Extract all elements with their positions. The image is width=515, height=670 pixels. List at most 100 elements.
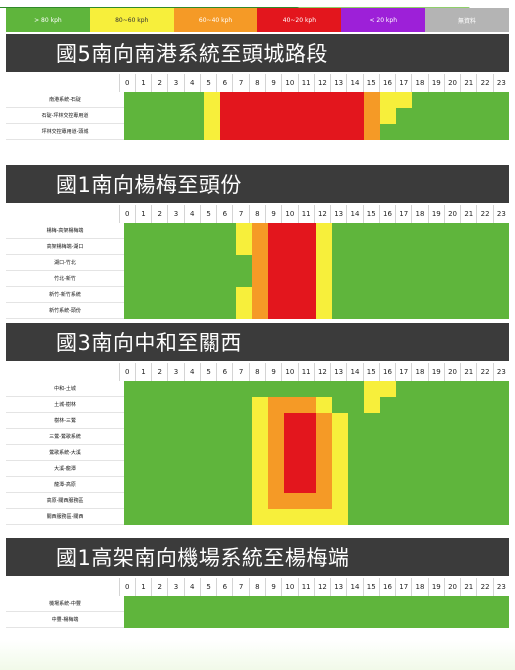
hour-tick-label: 17 <box>395 205 411 223</box>
heatmap-cell <box>204 124 221 140</box>
hour-tick-label: 5 <box>199 74 216 92</box>
heatmap-cell <box>460 445 477 461</box>
heatmap-cell <box>428 445 445 461</box>
heatmap-cell <box>172 255 189 271</box>
heatmap-cell <box>316 303 333 319</box>
hour-tick-label: 0 <box>118 74 135 92</box>
heatmap-cell <box>204 223 221 239</box>
hour-tick-label: 7 <box>232 205 248 223</box>
heatmap-cell <box>156 429 173 445</box>
heatmap-cell <box>316 92 333 108</box>
heatmap-cell <box>476 477 493 493</box>
heatmap-cell <box>204 413 221 429</box>
heatmap-cell <box>188 303 205 319</box>
heatmap-cell <box>476 255 493 271</box>
heatmap-cell <box>156 223 173 239</box>
heatmap-cell <box>188 493 205 509</box>
heatmap-cell <box>412 223 429 239</box>
heatmap-cell <box>236 477 253 493</box>
heatmap-cell <box>444 381 461 397</box>
heatmap-cell <box>476 108 493 124</box>
heatmap-row: 湖口-竹北 <box>6 255 509 271</box>
heatmap-cell <box>492 255 509 271</box>
heatmap-cell <box>172 108 189 124</box>
heatmap-cell <box>284 596 301 612</box>
heatmap-cell <box>188 92 205 108</box>
heatmap-cell <box>460 429 477 445</box>
heatmap-cell <box>412 92 429 108</box>
heatmap-cell <box>268 239 285 255</box>
heatmap-cell <box>316 429 333 445</box>
legend-item-green: > 80 kph <box>6 8 90 32</box>
heatmap-cell <box>220 108 237 124</box>
heatmap-row: 高原-關西服務區 <box>6 493 509 509</box>
hour-tick-label: 20 <box>443 578 460 596</box>
hour-tick-label: 4 <box>183 74 200 92</box>
hour-tick-label: 14 <box>346 578 362 596</box>
hour-tick-label: 20 <box>443 205 460 223</box>
heatmap-section-1: 國5南向南港系統至頭城路段 0 1 2 3 4 5 6 7 8 9 10 11 12 13 14 15 16 17 1… <box>6 34 509 140</box>
heatmap-cell <box>380 239 397 255</box>
heatmap-cell <box>268 493 285 509</box>
heatmap-cell <box>252 596 269 612</box>
hour-tick-label: 8 <box>248 74 265 92</box>
heatmap-cell <box>444 429 461 445</box>
heatmap-cell <box>140 477 157 493</box>
heatmap-cell <box>172 381 189 397</box>
heatmap-cell <box>380 413 397 429</box>
hour-tick-label: 21 <box>460 363 476 381</box>
heatmap-cell <box>300 493 317 509</box>
hour-tick-label: 6 <box>216 578 232 596</box>
heatmap-cell <box>364 493 381 509</box>
heatmap-cell <box>172 493 189 509</box>
top-accent-graphic <box>0 7 515 8</box>
heatmap-cell <box>364 108 381 124</box>
row-label: 龍潭-高原 <box>6 477 124 493</box>
row-label: 機場系統-中豐 <box>6 596 124 612</box>
heatmap-cell <box>412 413 429 429</box>
heatmap-cell <box>188 429 205 445</box>
heatmap-cell <box>364 612 381 628</box>
heatmap-cell <box>156 255 173 271</box>
heatmap-cell <box>332 381 349 397</box>
heatmap-cell <box>156 461 173 477</box>
heatmap-cell <box>364 271 381 287</box>
heatmap-cell <box>380 429 397 445</box>
heatmap-cell <box>412 461 429 477</box>
heatmap-cell <box>492 108 509 124</box>
row-label: 竹北-新竹 <box>6 271 124 287</box>
heatmap-cell <box>364 239 381 255</box>
heatmap-cell <box>380 108 397 124</box>
heatmap-cell <box>444 92 461 108</box>
heatmap-cell <box>300 223 317 239</box>
heatmap-cell <box>492 429 509 445</box>
hour-tick-label: 16 <box>378 205 395 223</box>
heatmap-cell <box>124 429 141 445</box>
heatmap-cell <box>268 287 285 303</box>
heatmap-cell <box>236 303 253 319</box>
heatmap-cell <box>300 124 317 140</box>
heatmap-cell <box>188 445 205 461</box>
heatmap-cell <box>188 477 205 493</box>
heatmap-cell <box>268 108 285 124</box>
heatmap-cell <box>332 287 349 303</box>
heatmap-cell <box>428 596 445 612</box>
heatmap-cell <box>396 108 413 124</box>
heatmap-cell <box>396 429 413 445</box>
hour-tick-label: 14 <box>346 205 362 223</box>
heatmap-cell <box>476 612 493 628</box>
heatmap-cell <box>172 303 189 319</box>
heatmap-cell <box>396 413 413 429</box>
hour-tick-label: 1 <box>134 578 151 596</box>
heatmap-cell <box>236 223 253 239</box>
heatmap-cell <box>364 303 381 319</box>
heatmap-cell <box>428 477 445 493</box>
heatmap-cell <box>396 445 413 461</box>
heatmap-cell <box>156 287 173 303</box>
hour-tick-label: 9 <box>264 74 281 92</box>
heatmap-cell <box>380 461 397 477</box>
heatmap-cell <box>428 381 445 397</box>
heatmap-cell <box>284 397 301 413</box>
heatmap-cell <box>268 124 285 140</box>
heatmap-cell <box>268 413 285 429</box>
